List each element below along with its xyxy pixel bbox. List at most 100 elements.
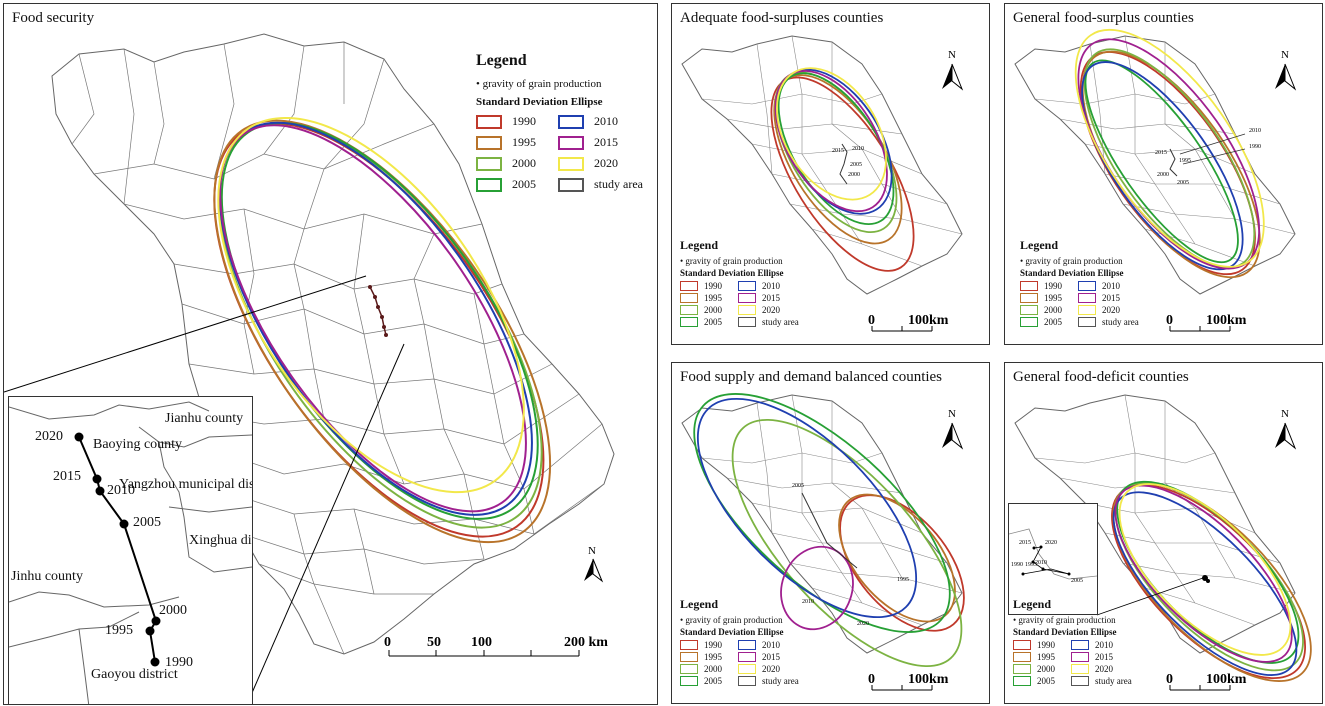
legend-sde-title: Standard Deviation Ellipse [476, 96, 603, 108]
legend-item: 1990 [680, 281, 722, 291]
legend-item: 1990 [680, 640, 722, 650]
submap-panel-general-surplus: 2010 1990 2015 1995 2000 2005 N 0 100km … [1004, 3, 1323, 345]
svg-text:1990: 1990 [1249, 144, 1261, 150]
north-arrow-icon [942, 423, 952, 448]
panel-title: General food-deficit counties [1013, 369, 1189, 385]
legend-item: study area [558, 177, 643, 192]
legend-item: 2015 [558, 135, 643, 150]
legend-item: 2010 [1078, 281, 1139, 291]
submap-legend: Legend • gravity of grain production Sta… [1020, 238, 1139, 327]
legend-item: 2005 [680, 317, 722, 327]
main-map-canvas: N 0 50 100 200 km [4, 33, 615, 703]
scale-tick-label: 50 [427, 635, 441, 650]
submap-canvas: 2010 1990 2015 1995 2000 2005 N 0 100km [1014, 28, 1297, 332]
year-label: 1990 [165, 655, 193, 670]
legend-item: 2005 [680, 676, 722, 686]
legend-item: study area [738, 676, 799, 686]
main-legend: Legend • gravity of grain production Sta… [476, 52, 643, 192]
scale-bar [1169, 685, 1231, 691]
scale-bar [388, 650, 580, 657]
north-arrow-icon [584, 559, 593, 581]
submap-canvas: 2005 2010 1995 2020 N 0 100km [681, 393, 965, 691]
year-label: 2005 [133, 515, 161, 530]
scale-bar [1169, 326, 1231, 332]
submap-panel-deficit: N 0 100km General food-deficit counties … [1004, 362, 1323, 704]
legend-item: 1990 [1020, 281, 1062, 291]
inset-canvas [9, 401, 252, 704]
place-label: Xinghua district [189, 533, 252, 548]
submap-panel-adequate: 2015 2010 2005 2000 N 0 100km Adequate f… [671, 3, 990, 345]
scale-tick-label: 200 km [564, 635, 608, 650]
svg-text:0: 0 [868, 672, 875, 687]
svg-text:2010: 2010 [1249, 128, 1261, 134]
submap-legend: Legend • gravity of grain production Sta… [680, 238, 799, 327]
svg-text:2000: 2000 [1157, 172, 1169, 178]
svg-text:2015: 2015 [832, 148, 844, 154]
main-ellipses [213, 116, 552, 544]
submap-legend: Legend • gravity of grain production Sta… [680, 597, 799, 686]
submap-legend: Legend • gravity of grain production Sta… [1013, 597, 1132, 686]
zoom-line [247, 343, 405, 703]
svg-text:100km: 100km [1206, 313, 1247, 328]
svg-text:2005: 2005 [850, 162, 862, 168]
svg-text:2020: 2020 [1045, 540, 1057, 546]
legend-item: study area [738, 317, 799, 327]
main-map-panel: N 0 50 100 200 km Food security Legend •… [3, 3, 658, 705]
gravity-points [368, 285, 388, 337]
panel-title: Food security [12, 10, 95, 26]
legend-item: 2020 [1071, 664, 1132, 674]
legend-item: 2015 [738, 652, 799, 662]
submap-canvas: 2015 2010 2005 2000 N 0 100km [681, 35, 964, 332]
svg-text:2015: 2015 [1019, 540, 1031, 546]
legend-item: 2000 [476, 156, 536, 171]
legend-item: 2000 [680, 664, 722, 674]
north-arrow-icon [1275, 423, 1285, 448]
svg-text:0: 0 [1166, 672, 1173, 687]
legend-item: 2005 [476, 177, 536, 192]
year-label: 2015 [53, 469, 81, 484]
svg-text:2005: 2005 [1177, 180, 1189, 186]
panel-title: Adequate food-surpluses counties [680, 10, 884, 26]
north-label: N [1281, 49, 1289, 61]
year-label: 1995 [105, 623, 133, 638]
place-label: Baoying county [93, 437, 183, 452]
north-label: N [1281, 408, 1289, 420]
county-borders [71, 42, 605, 655]
svg-text:0: 0 [868, 313, 875, 328]
legend-title: Legend [476, 52, 527, 69]
legend-item: 2010 [558, 114, 643, 129]
legend-item: 2000 [1013, 664, 1055, 674]
submap-panel-balanced: 2005 2010 1995 2020 N 0 100km Food suppl… [671, 362, 990, 704]
legend-item: 2020 [738, 664, 799, 674]
panel-title: Food supply and demand balanced counties [680, 369, 943, 385]
legend-item: 1995 [680, 652, 722, 662]
place-label: Gaoyou district [91, 667, 178, 682]
north-arrow-icon [942, 64, 952, 89]
svg-text:1995: 1995 [1025, 562, 1037, 568]
legend-item: 1990 [476, 114, 536, 129]
zoom-line [4, 275, 367, 393]
legend-item: 2010 [1071, 640, 1132, 650]
legend-item: 2020 [738, 305, 799, 315]
legend-item: 2000 [1020, 305, 1062, 315]
svg-text:100km: 100km [1206, 672, 1247, 687]
north-label: N [948, 49, 956, 61]
legend-item: 1990 [1013, 640, 1055, 650]
scale-bar [871, 685, 933, 691]
legend-item: 2015 [1078, 293, 1139, 303]
legend-item: study area [1078, 317, 1139, 327]
inset-map: Jianhu county Baoying county Yangzhou mu… [8, 396, 253, 704]
legend-item: 2010 [738, 281, 799, 291]
year-label: 2000 [159, 603, 187, 618]
svg-text:2015: 2015 [1155, 150, 1167, 156]
north-arrow-icon [1275, 64, 1285, 89]
legend-grid: 1990 2010 1995 2015 2000 2020 2005 study… [476, 114, 643, 192]
north-label: N [588, 545, 596, 557]
scale-bar [871, 326, 933, 332]
legend-item: 2020 [558, 156, 643, 171]
deficit-inset: 2015 2020 1990 2010 1995 2005 [1008, 503, 1098, 615]
legend-item: 2015 [1071, 652, 1132, 662]
svg-text:2005: 2005 [1071, 578, 1083, 584]
svg-text:1995: 1995 [897, 577, 909, 583]
year-label: 2010 [107, 483, 135, 498]
